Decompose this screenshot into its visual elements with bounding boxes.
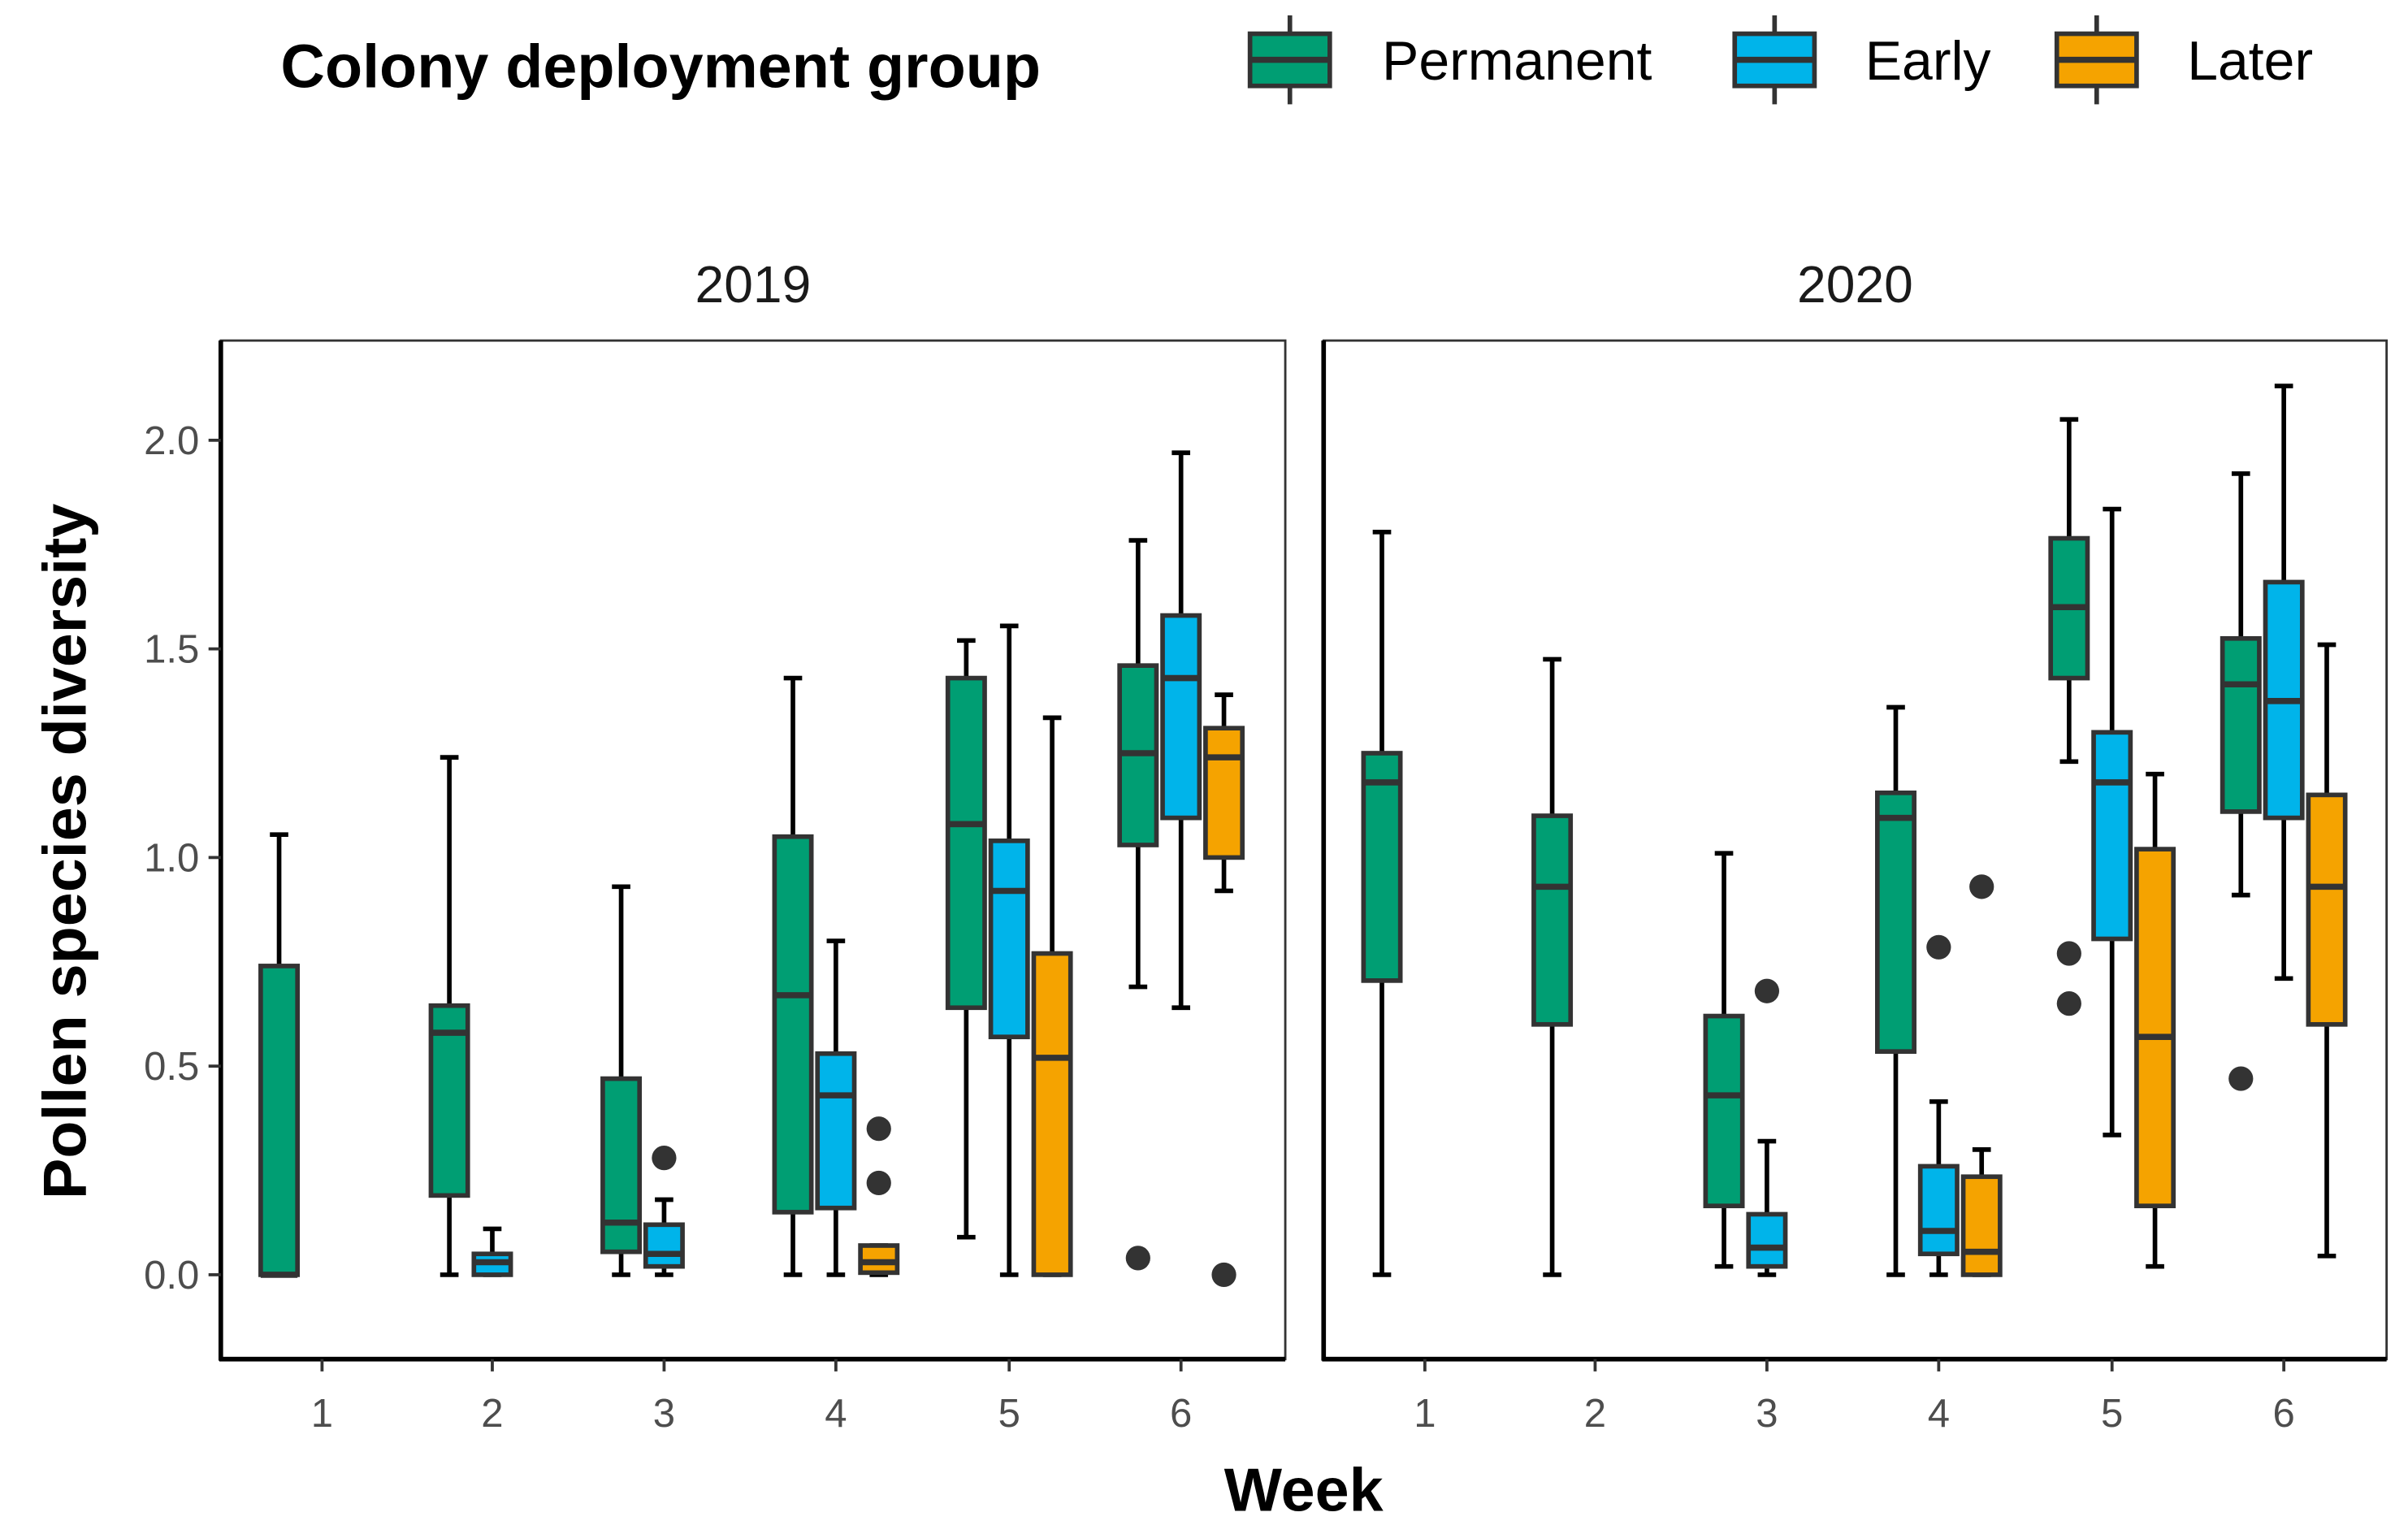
box-week3-permanent: [600, 884, 643, 1277]
x-tick-label: 2: [481, 1392, 503, 1436]
box-iqr: [258, 964, 301, 1277]
outlier-point: [866, 1170, 891, 1196]
y-tick-label: 0.5: [144, 1045, 199, 1089]
outlier-point: [1754, 978, 1779, 1003]
x-tick-label: 1: [1414, 1392, 1436, 1436]
box-week4-later: [1960, 874, 2003, 1277]
outlier-point: [1926, 934, 1951, 960]
box-iqr: [2220, 635, 2262, 814]
box-iqr: [858, 1243, 900, 1276]
box-iqr: [772, 834, 814, 1215]
x-tick-label: 3: [1756, 1392, 1778, 1436]
box-iqr: [945, 675, 987, 1011]
outlier-point: [2228, 1066, 2254, 1091]
box-week6-early: [2263, 384, 2305, 982]
x-tick-label: 1: [311, 1392, 333, 1436]
box-week4-early: [815, 938, 857, 1277]
box-week3-early: [1746, 978, 1788, 1277]
box-iqr: [988, 838, 1030, 1040]
x-tick-label: 6: [1170, 1392, 1192, 1436]
legend-label-early: Early: [1865, 30, 1991, 92]
box-week6-later: [1203, 692, 1245, 1288]
box-week5-early: [2091, 506, 2133, 1138]
outlier-point: [866, 1116, 891, 1142]
box-iqr: [1703, 1013, 1745, 1209]
legend-label-permanent: Permanent: [1382, 30, 1652, 92]
box-iqr: [1031, 951, 1073, 1277]
outlier-point: [2056, 991, 2081, 1016]
outlier-point: [1969, 874, 1994, 899]
box-iqr: [1746, 1211, 1788, 1269]
box-iqr: [1917, 1164, 1960, 1257]
box-week4-permanent: [1875, 704, 1916, 1277]
panel-2020: 2020 1 2 3 4 5 6: [1321, 255, 2389, 1436]
box-week1-permanent: [1361, 530, 1403, 1277]
box-week5-early: [988, 623, 1030, 1277]
box-week6-early: [1160, 450, 1202, 1011]
y-axis-label: Pollen species diversity: [32, 504, 100, 1199]
x-tick-label: 2: [1584, 1392, 1606, 1436]
box-iqr: [1361, 751, 1403, 983]
box-week2-permanent: [1531, 656, 1574, 1277]
outlier-point: [1125, 1246, 1150, 1271]
box-week5-permanent: [2048, 417, 2090, 1016]
panel-strip-label: 2020: [1797, 255, 1913, 314]
box-week4-early: [1917, 934, 1960, 1277]
box-week5-later: [1031, 715, 1073, 1277]
outlier-point: [652, 1146, 677, 1171]
box-week5-later: [2134, 771, 2176, 1269]
panel-frame: [1322, 339, 2389, 1361]
box-iqr: [643, 1222, 685, 1269]
x-tick-label: 5: [998, 1392, 1020, 1436]
box-week5-permanent: [945, 638, 987, 1240]
box-iqr: [600, 1076, 643, 1254]
y-tick-label: 2.0: [144, 419, 199, 463]
box-iqr: [1531, 813, 1574, 1027]
x-tick-label: 3: [653, 1392, 675, 1436]
box-week3-permanent: [1703, 851, 1745, 1269]
x-tick-label: 4: [825, 1392, 847, 1436]
x-axis-label: Week: [1224, 1457, 1384, 1525]
panel-strip-label: 2019: [695, 255, 812, 314]
legend: Colony deployment group Permanent Early La…: [280, 15, 2313, 105]
box-iqr: [1160, 613, 1202, 821]
box-week1-permanent: [258, 832, 301, 1278]
outlier-point: [2056, 941, 2081, 966]
y-tick-label: 0.0: [144, 1254, 199, 1298]
legend-title: Colony deployment group: [280, 33, 1041, 102]
legend-label-later: Later: [2187, 30, 2313, 92]
box-iqr: [2306, 792, 2348, 1027]
box-week2-permanent: [428, 755, 470, 1277]
box-week4-permanent: [772, 675, 814, 1277]
box-iqr: [428, 1003, 470, 1198]
box-iqr: [2091, 730, 2133, 942]
box-week4-later: [858, 1116, 900, 1277]
x-tick-label: 5: [2101, 1392, 2123, 1436]
box-iqr: [815, 1051, 857, 1211]
y-tick-label: 1.0: [144, 836, 199, 880]
y-tick-label: 1.5: [144, 628, 199, 672]
box-week2-early: [471, 1226, 513, 1277]
box-iqr: [1960, 1174, 2003, 1277]
panel-2019: 2019 0.0 0.5 1.0 1.5 2.0 1 2 3 4 5 6: [144, 255, 1287, 1436]
box-week3-early: [643, 1146, 685, 1277]
x-tick-label: 4: [1928, 1392, 1950, 1436]
box-week6-permanent: [1117, 538, 1159, 1271]
box-iqr: [2134, 847, 2176, 1209]
box-iqr: [1875, 790, 1916, 1055]
panel-frame: [219, 339, 1287, 1361]
x-tick-label: 6: [2273, 1392, 2295, 1436]
box-week6-permanent: [2220, 471, 2262, 1091]
box-week6-later: [2306, 642, 2348, 1259]
outlier-point: [1211, 1262, 1236, 1288]
box-iqr: [1203, 726, 1245, 860]
